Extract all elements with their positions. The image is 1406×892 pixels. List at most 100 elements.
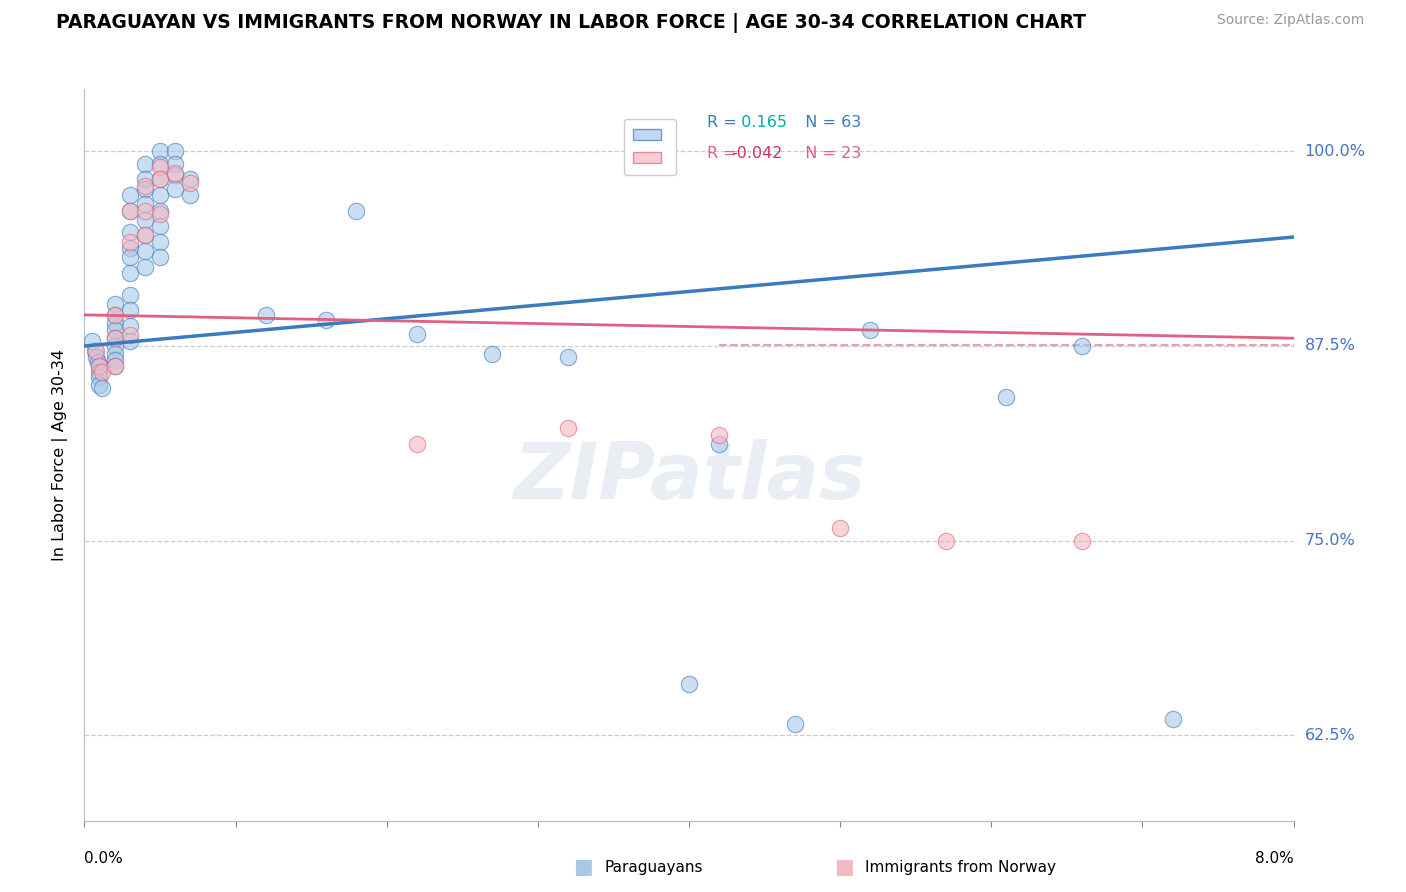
Point — [87, 354, 110, 368]
Point — [1071, 533, 1094, 548]
Point — [1071, 339, 1094, 353]
Point — [830, 521, 852, 535]
Point — [118, 241, 141, 255]
Point — [118, 203, 141, 218]
Point — [179, 176, 201, 190]
Point — [149, 172, 172, 186]
Point — [165, 168, 187, 182]
Point — [89, 359, 111, 374]
Point — [104, 359, 127, 374]
Point — [709, 427, 731, 442]
Point — [104, 323, 127, 337]
Point — [179, 188, 201, 202]
Point — [104, 347, 127, 361]
Point — [118, 328, 141, 343]
Point — [134, 157, 156, 171]
Point — [134, 228, 156, 243]
Text: 87.5%: 87.5% — [1305, 338, 1355, 353]
Text: Paraguayans: Paraguayans — [605, 860, 703, 874]
Point — [149, 157, 172, 171]
Point — [86, 350, 108, 364]
Point — [557, 421, 579, 435]
Point — [149, 203, 172, 218]
Point — [678, 676, 700, 690]
Point — [118, 334, 141, 349]
Point — [149, 160, 172, 174]
Point — [104, 316, 127, 330]
Text: 100.0%: 100.0% — [1305, 144, 1365, 159]
Text: R =: R = — [707, 146, 742, 161]
Point — [89, 359, 111, 374]
Point — [1161, 713, 1184, 727]
Point — [104, 359, 127, 374]
Point — [149, 172, 172, 186]
Point — [118, 235, 141, 249]
Point — [104, 353, 127, 368]
Point — [315, 312, 337, 326]
Text: N = 63: N = 63 — [796, 115, 862, 130]
Point — [89, 377, 111, 392]
Point — [254, 308, 277, 322]
Text: ZIPatlas: ZIPatlas — [513, 439, 865, 515]
Text: N = 23: N = 23 — [796, 146, 862, 161]
Point — [134, 172, 156, 186]
Point — [165, 166, 187, 180]
Text: -0.042: -0.042 — [731, 146, 783, 161]
Point — [104, 297, 127, 311]
Point — [118, 318, 141, 333]
Point — [134, 197, 156, 211]
Point — [104, 331, 127, 345]
Point — [104, 339, 127, 353]
Point — [80, 334, 103, 349]
Text: 62.5%: 62.5% — [1305, 728, 1355, 742]
Point — [134, 244, 156, 258]
Point — [557, 350, 579, 364]
Point — [165, 157, 187, 171]
Point — [406, 326, 429, 341]
Point — [134, 260, 156, 274]
Legend: , : , — [624, 119, 676, 175]
Text: 75.0%: 75.0% — [1305, 533, 1355, 548]
Point — [935, 533, 957, 548]
Point — [134, 203, 156, 218]
Point — [165, 145, 187, 159]
Point — [104, 331, 127, 345]
Point — [104, 308, 127, 322]
Point — [118, 303, 141, 318]
Text: ■: ■ — [834, 857, 853, 877]
Point — [995, 390, 1018, 404]
Point — [104, 308, 127, 322]
Point — [134, 182, 156, 196]
Point — [179, 172, 201, 186]
Point — [118, 266, 141, 280]
Point — [89, 366, 111, 380]
Point — [165, 182, 187, 196]
Point — [149, 219, 172, 234]
Point — [346, 203, 368, 218]
Point — [134, 213, 156, 227]
Point — [481, 347, 503, 361]
Y-axis label: In Labor Force | Age 30-34: In Labor Force | Age 30-34 — [52, 349, 69, 561]
Text: ■: ■ — [574, 857, 593, 877]
Point — [149, 145, 172, 159]
Point — [709, 437, 731, 451]
Text: 0.165: 0.165 — [731, 115, 787, 130]
Text: 0.0%: 0.0% — [84, 851, 124, 866]
Point — [118, 250, 141, 264]
Point — [149, 235, 172, 249]
Point — [118, 203, 141, 218]
Point — [149, 250, 172, 264]
Point — [149, 188, 172, 202]
Point — [86, 343, 108, 358]
Text: PARAGUAYAN VS IMMIGRANTS FROM NORWAY IN LABOR FORCE | AGE 30-34 CORRELATION CHAR: PARAGUAYAN VS IMMIGRANTS FROM NORWAY IN … — [56, 13, 1087, 33]
Point — [118, 226, 141, 240]
Point — [91, 381, 114, 395]
Text: 8.0%: 8.0% — [1254, 851, 1294, 866]
Point — [91, 366, 114, 380]
Point — [118, 287, 141, 301]
Point — [84, 343, 107, 358]
Point — [783, 717, 806, 731]
Point — [406, 437, 429, 451]
Text: Source: ZipAtlas.com: Source: ZipAtlas.com — [1216, 13, 1364, 28]
Point — [134, 228, 156, 243]
